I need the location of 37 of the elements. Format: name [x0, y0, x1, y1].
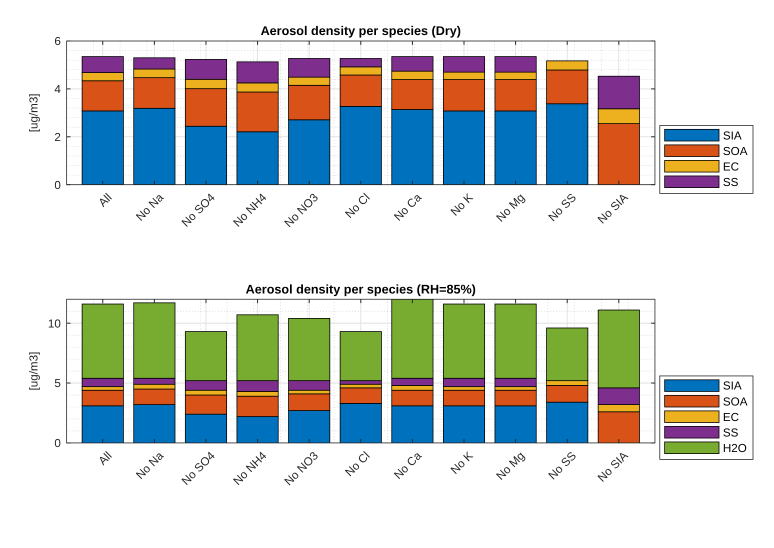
chart-title: Aerosol density per species (RH=85%): [246, 282, 476, 296]
bar: [340, 331, 382, 382]
x-tick-label: No Ca: [392, 190, 425, 224]
y-axis-title: [ug/m3]: [28, 93, 41, 132]
x-tick-label: No SIA: [595, 190, 631, 226]
legend-label: SS: [722, 176, 739, 189]
y-tick-label: 5: [54, 377, 61, 390]
x-tick-label: No SS: [546, 449, 580, 482]
x-tick-label: All: [96, 449, 115, 468]
legend-label: SIA: [722, 129, 742, 142]
y-tick-label: 0: [54, 436, 62, 450]
x-tick-label: No SS: [546, 190, 580, 224]
x-tick-label: No K: [448, 449, 476, 477]
legend-label: SOA: [722, 395, 748, 408]
y-tick-label: 0: [54, 178, 62, 192]
legend-label: EC: [722, 410, 740, 424]
x-tick-label: No SIA: [595, 449, 631, 485]
y-tick-label: 10: [48, 317, 62, 330]
chart-title: Aerosol density per species (Dry): [260, 24, 461, 38]
x-tick-label: No K: [448, 190, 476, 219]
legend-label: SIA: [722, 380, 742, 393]
y-tick-label: 6: [54, 35, 61, 48]
x-tick-label: No Na: [134, 190, 167, 224]
legend-label: SOA: [722, 144, 748, 158]
x-tick-label: All: [96, 191, 115, 210]
x-tick-label: No Ca: [392, 449, 425, 482]
x-tick-label: No Na: [134, 449, 167, 482]
y-tick-label: 4: [54, 82, 62, 96]
x-tick-label: No Cl: [342, 191, 373, 221]
y-tick-label: 2: [54, 130, 61, 144]
x-tick-label: No Mg: [494, 191, 528, 225]
legend-label: SS: [722, 426, 739, 440]
legend-label: EC: [722, 160, 740, 174]
x-tick-label: No Cl: [342, 449, 373, 480]
legend-label: H2O: [722, 442, 747, 455]
y-axis-title: [ug/m3]: [28, 352, 41, 390]
x-tick-label: No Mg: [494, 449, 528, 483]
